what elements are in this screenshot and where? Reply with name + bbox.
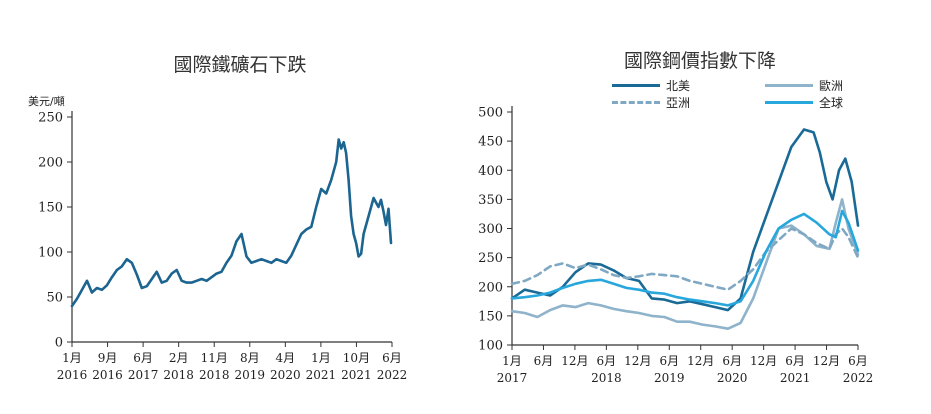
iron-ore-x-tick-year: 2021 <box>341 368 372 382</box>
iron-ore-x-tick-month: 6月 <box>133 351 153 365</box>
iron-ore-chart-title: 國際鐵礦石下跌 <box>173 54 307 76</box>
iron-ore-x-tick-month: 11月 <box>201 351 228 365</box>
legend-swatch-north-america <box>612 84 660 87</box>
iron-ore-x-tick-month: 1月 <box>311 351 331 365</box>
legend-label-europe: 歐洲 <box>819 79 844 93</box>
iron-ore-x-tick-month: 2月 <box>169 351 189 365</box>
steel-index-x-tick-month: 6月 <box>534 354 554 368</box>
steel-index-y-tick-label: 400 <box>478 164 503 179</box>
steel-index-series-line-0 <box>510 128 860 312</box>
steel-index-series-line-2 <box>510 227 860 292</box>
steel-index-x-tick-month: 6月 <box>722 354 742 368</box>
steel-index-y-tick-label: 150 <box>478 309 503 324</box>
steel-index-x-tick-month: 1月 <box>502 354 522 368</box>
steel-index-x-tick-year: 2019 <box>654 371 685 385</box>
steel-index-chart-title: 國際鋼價指數下降 <box>623 50 776 72</box>
legend-label-north-america: 北美 <box>666 79 691 93</box>
legend-item-north-america: 北美 <box>612 77 690 94</box>
iron-ore-x-tick-year: 2016 <box>92 368 123 382</box>
iron-ore-x-tick-month: 10月 <box>343 351 370 365</box>
steel-index-y-tick-label: 500 <box>478 106 503 121</box>
steel-index-y-tick-label: 350 <box>478 193 503 208</box>
steel-index-x-tick-month: 12月 <box>687 354 714 368</box>
steel-index-x-tick-month: 6月 <box>848 354 868 368</box>
steel-index-x-tick-year: 2020 <box>717 371 748 385</box>
iron-ore-x-tick-year: 2019 <box>235 368 266 382</box>
legend-swatch-asia <box>612 101 660 104</box>
legend-swatch-europe <box>765 84 813 87</box>
legend-item-europe: 歐洲 <box>765 77 843 94</box>
legend-label-global: 全球 <box>819 96 844 110</box>
iron-ore-y-tick-label: 0 <box>55 336 63 351</box>
legend-label-asia: 亞洲 <box>666 96 691 110</box>
iron-ore-x-tick-month: 1月 <box>62 351 82 365</box>
iron-ore-x-tick-month: 8月 <box>240 351 260 365</box>
legend-swatch-global <box>765 101 813 104</box>
steel-index-x-tick-year: 2018 <box>591 371 622 385</box>
steel-index-x-tick-month: 6月 <box>659 354 679 368</box>
steel-index-x-tick-month: 6月 <box>785 354 805 368</box>
iron-ore-x-tick-year: 2018 <box>199 368 230 382</box>
iron-ore-y-tick-label: 50 <box>46 291 63 306</box>
iron-ore-x-tick-year: 2017 <box>128 368 159 382</box>
iron-ore-y-tick-label: 250 <box>38 111 63 126</box>
iron-ore-y-tick-label: 150 <box>38 201 63 216</box>
steel-index-y-tick-label: 300 <box>478 222 503 237</box>
steel-index-x-tick-year: 2021 <box>780 371 811 385</box>
steel-index-x-tick-month: 12月 <box>813 354 840 368</box>
iron-ore-y-tick-label: 200 <box>38 156 63 171</box>
steel-index-series-line-1 <box>510 198 860 331</box>
iron-ore-y-axis-label: 美元/噸 <box>28 95 65 108</box>
iron-ore-x-tick-year: 2020 <box>270 368 301 382</box>
legend-item-global: 全球 <box>765 94 843 111</box>
steel-index-x-tick-month: 6月 <box>597 354 617 368</box>
iron-ore-x-tick-year: 2021 <box>306 368 337 382</box>
steel-index-y-tick-label: 450 <box>478 135 503 150</box>
iron-ore-x-tick-month: 9月 <box>98 351 118 365</box>
iron-ore-x-tick-year: 2022 <box>377 368 408 382</box>
iron-ore-y-tick-label: 100 <box>38 246 63 261</box>
iron-ore-x-tick-month: 4月 <box>276 351 296 365</box>
iron-ore-x-tick-year: 2018 <box>163 368 194 382</box>
iron-ore-x-tick-year: 2016 <box>57 368 88 382</box>
iron-ore-series-line-0 <box>70 138 393 308</box>
steel-index-series-line-3 <box>510 209 860 307</box>
steel-index-x-tick-month: 12月 <box>561 354 588 368</box>
steel-index-y-tick-label: 200 <box>478 280 503 295</box>
iron-ore-x-tick-month: 6月 <box>382 351 402 365</box>
steel-index-y-tick-label: 250 <box>478 251 503 266</box>
steel-index-x-tick-year: 2022 <box>843 371 874 385</box>
steel-index-y-tick-label: 100 <box>478 339 503 354</box>
steel-index-x-tick-month: 12月 <box>624 354 651 368</box>
steel-index-x-tick-year: 2017 <box>497 371 528 385</box>
legend-item-asia: 亞洲 <box>612 94 690 111</box>
steel-index-x-tick-month: 12月 <box>750 354 777 368</box>
